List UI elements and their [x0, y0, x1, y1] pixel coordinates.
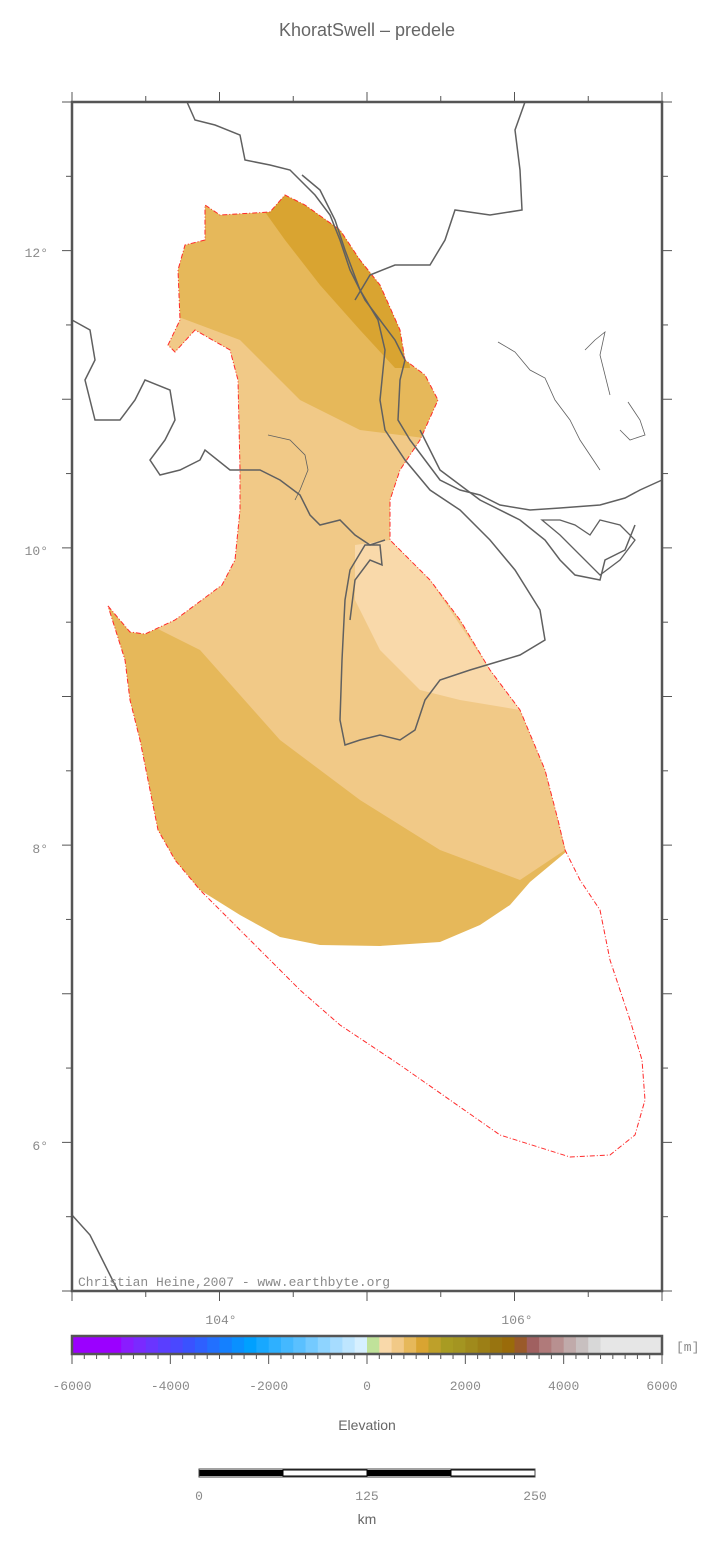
colorbar-segment	[551, 1336, 565, 1354]
credit-text: Christian Heine,2007 - www.earthbyte.org	[78, 1275, 390, 1290]
colorbar-segment	[477, 1336, 491, 1354]
colorbar-tick-label: 0	[363, 1379, 371, 1394]
colorbar-segment	[367, 1336, 380, 1354]
colorbar-segment	[563, 1336, 577, 1354]
colorbar-segment	[231, 1336, 245, 1354]
colorbar-segment	[305, 1336, 319, 1354]
fill-dark	[265, 195, 410, 368]
colorbar-segment	[575, 1336, 589, 1354]
colorbar-segment	[133, 1336, 147, 1354]
colorbar-segment	[268, 1336, 282, 1354]
colorbar-segment	[293, 1336, 307, 1354]
colorbar-label: Elevation	[338, 1417, 396, 1433]
colorbar-segment	[539, 1336, 552, 1354]
scale-unit: km	[358, 1511, 377, 1527]
colorbar-segment	[317, 1336, 331, 1354]
colorbar-segment	[182, 1336, 196, 1354]
colorbar-segment	[391, 1336, 405, 1354]
colorbar-frame	[70, 1334, 664, 1356]
colorbar-segment	[342, 1336, 356, 1354]
colorbar-segment	[428, 1336, 442, 1354]
coastlines	[71, 101, 663, 1292]
scale-bar	[198, 1468, 536, 1478]
colorbar-segment	[588, 1336, 602, 1354]
colorbar-segment	[453, 1336, 466, 1354]
colorbar-segment	[403, 1336, 417, 1354]
colorbar-segment	[330, 1336, 343, 1354]
colorbar-segment	[354, 1336, 368, 1354]
scale-label-125: 125	[355, 1489, 378, 1504]
colorbar-segment	[514, 1336, 528, 1354]
lat-label-6: 6°	[32, 1139, 48, 1154]
colorbar-segment	[465, 1336, 479, 1354]
scale-label-250: 250	[523, 1489, 546, 1504]
scale-label-0: 0	[195, 1489, 203, 1504]
colorbar-segment	[121, 1336, 134, 1354]
colorbar-tick-label: -2000	[249, 1379, 288, 1394]
colorbar-segment	[502, 1336, 515, 1354]
colorbar-segment	[207, 1336, 220, 1354]
lon-label-106: 106°	[501, 1313, 532, 1328]
colorbar-segment	[600, 1336, 663, 1354]
colorbar-segment	[244, 1336, 257, 1354]
colorbar-segment	[440, 1336, 454, 1354]
colorbar-segment	[158, 1336, 171, 1354]
colorbar-segment	[219, 1336, 233, 1354]
lat-label-8: 8°	[32, 842, 48, 857]
colorbar-segment	[170, 1336, 184, 1354]
colorbar-segment	[194, 1336, 208, 1354]
lat-label-12: 12°	[25, 246, 48, 261]
colorbar-tick-label: 2000	[450, 1379, 481, 1394]
colorbar-segment	[256, 1336, 270, 1354]
map-title: KhoratSwell – predele	[279, 20, 455, 40]
colorbar-segment	[280, 1336, 294, 1354]
colorbar-tick-label: -6000	[52, 1379, 91, 1394]
colorbar-segment	[145, 1336, 159, 1354]
lat-label-10: 10°	[25, 544, 48, 559]
colorbar-tick-label: -4000	[151, 1379, 190, 1394]
colorbar-segment	[416, 1336, 429, 1354]
colorbar-segment	[379, 1336, 393, 1354]
colorbar-unit: [m]	[676, 1340, 699, 1355]
lon-label-104: 104°	[205, 1313, 236, 1328]
colorbar-tick-label: 4000	[548, 1379, 579, 1394]
colorbar-tick-label: 6000	[646, 1379, 677, 1394]
frame-ticks	[62, 92, 672, 1301]
colorbar-segment	[526, 1336, 540, 1354]
colorbar-segment	[489, 1336, 503, 1354]
colorbar-segment	[72, 1336, 122, 1354]
colorbar	[71, 1336, 663, 1364]
